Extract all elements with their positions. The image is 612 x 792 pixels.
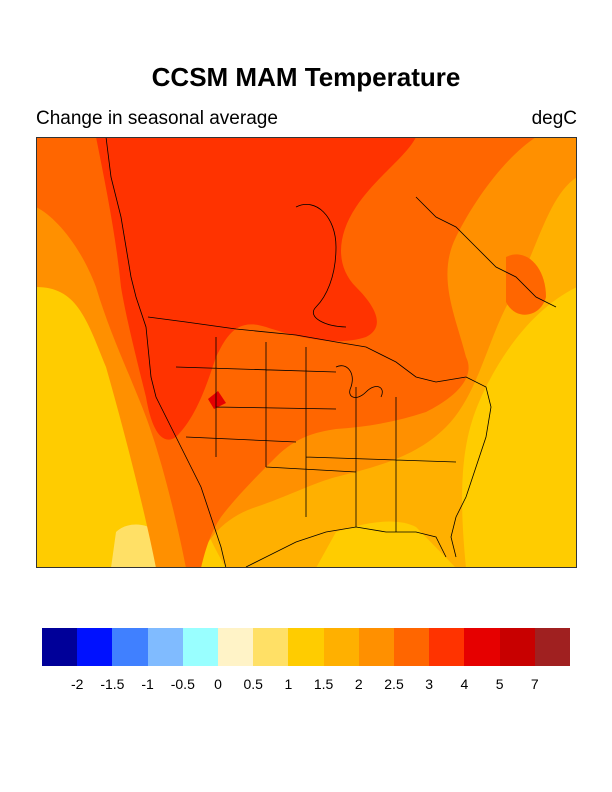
map-frame [36,137,577,568]
colorbar-tick-label: -2 [70,676,84,692]
hudson-bay [295,204,347,328]
colorbar-cell [499,628,535,666]
colorbar-cell [288,628,324,666]
units-label: degC [531,108,577,129]
colorbar-tick-label: 2.5 [384,676,404,692]
labrador-coast [415,196,557,308]
colorbar-tick-label: -0.5 [170,676,195,692]
colorbar-cell [358,628,395,666]
region-3-4 [96,137,416,440]
region-2p5-3-east [506,254,546,315]
region-0p5-1 [111,524,161,568]
colorbar-cell [534,628,571,666]
colorbar-tick-label: -1 [141,676,154,692]
colorbar-cell [218,628,254,666]
colorbar-tick-label: -1.5 [100,676,125,692]
boundaries [105,137,557,568]
coastline-west [105,137,227,568]
us-canada-border [147,316,467,383]
colorbar-cell [429,628,465,666]
colorbar-cell [112,628,148,666]
great-lakes [335,365,383,398]
colorbar [42,628,571,666]
colorbar-tick-label: 3 [425,676,434,692]
colorbar-tick-label: 1.5 [313,676,334,692]
subtitle-left: Change in seasonal average [36,108,278,129]
colorbar-tick-label: 1 [284,676,293,692]
colorbar-cell [253,628,289,666]
temperature-map [36,137,577,568]
region-4-5 [208,391,226,409]
colorbar-cell [182,628,219,666]
colorbar-cell [147,628,183,666]
colorbar-tick-label: 0.5 [243,676,263,692]
colorbar-tick-label: 5 [495,676,504,692]
colorbar-cell [42,628,78,666]
colorbar-cell [77,628,113,666]
colorbar-tick-label: 4 [460,676,469,692]
colorbar-cell [323,628,359,666]
chart-title: CCSM MAM Temperature [151,62,461,92]
colorbar-tick-label: 0 [214,676,222,692]
colorbar-ticks: -2 -1.5 -1 -0.5 0 0.5 1 1.5 2 2.5 3 4 5 7 [42,676,570,696]
state-lines [175,337,457,532]
colorbar-tick-label: 2 [354,676,363,692]
colorbar-tick-label: 7 [530,676,539,692]
east-coast [450,376,492,558]
colorbar-cell [464,628,500,666]
region-1-1p5-atlantic [462,287,577,568]
colorbar-cell [394,628,430,666]
